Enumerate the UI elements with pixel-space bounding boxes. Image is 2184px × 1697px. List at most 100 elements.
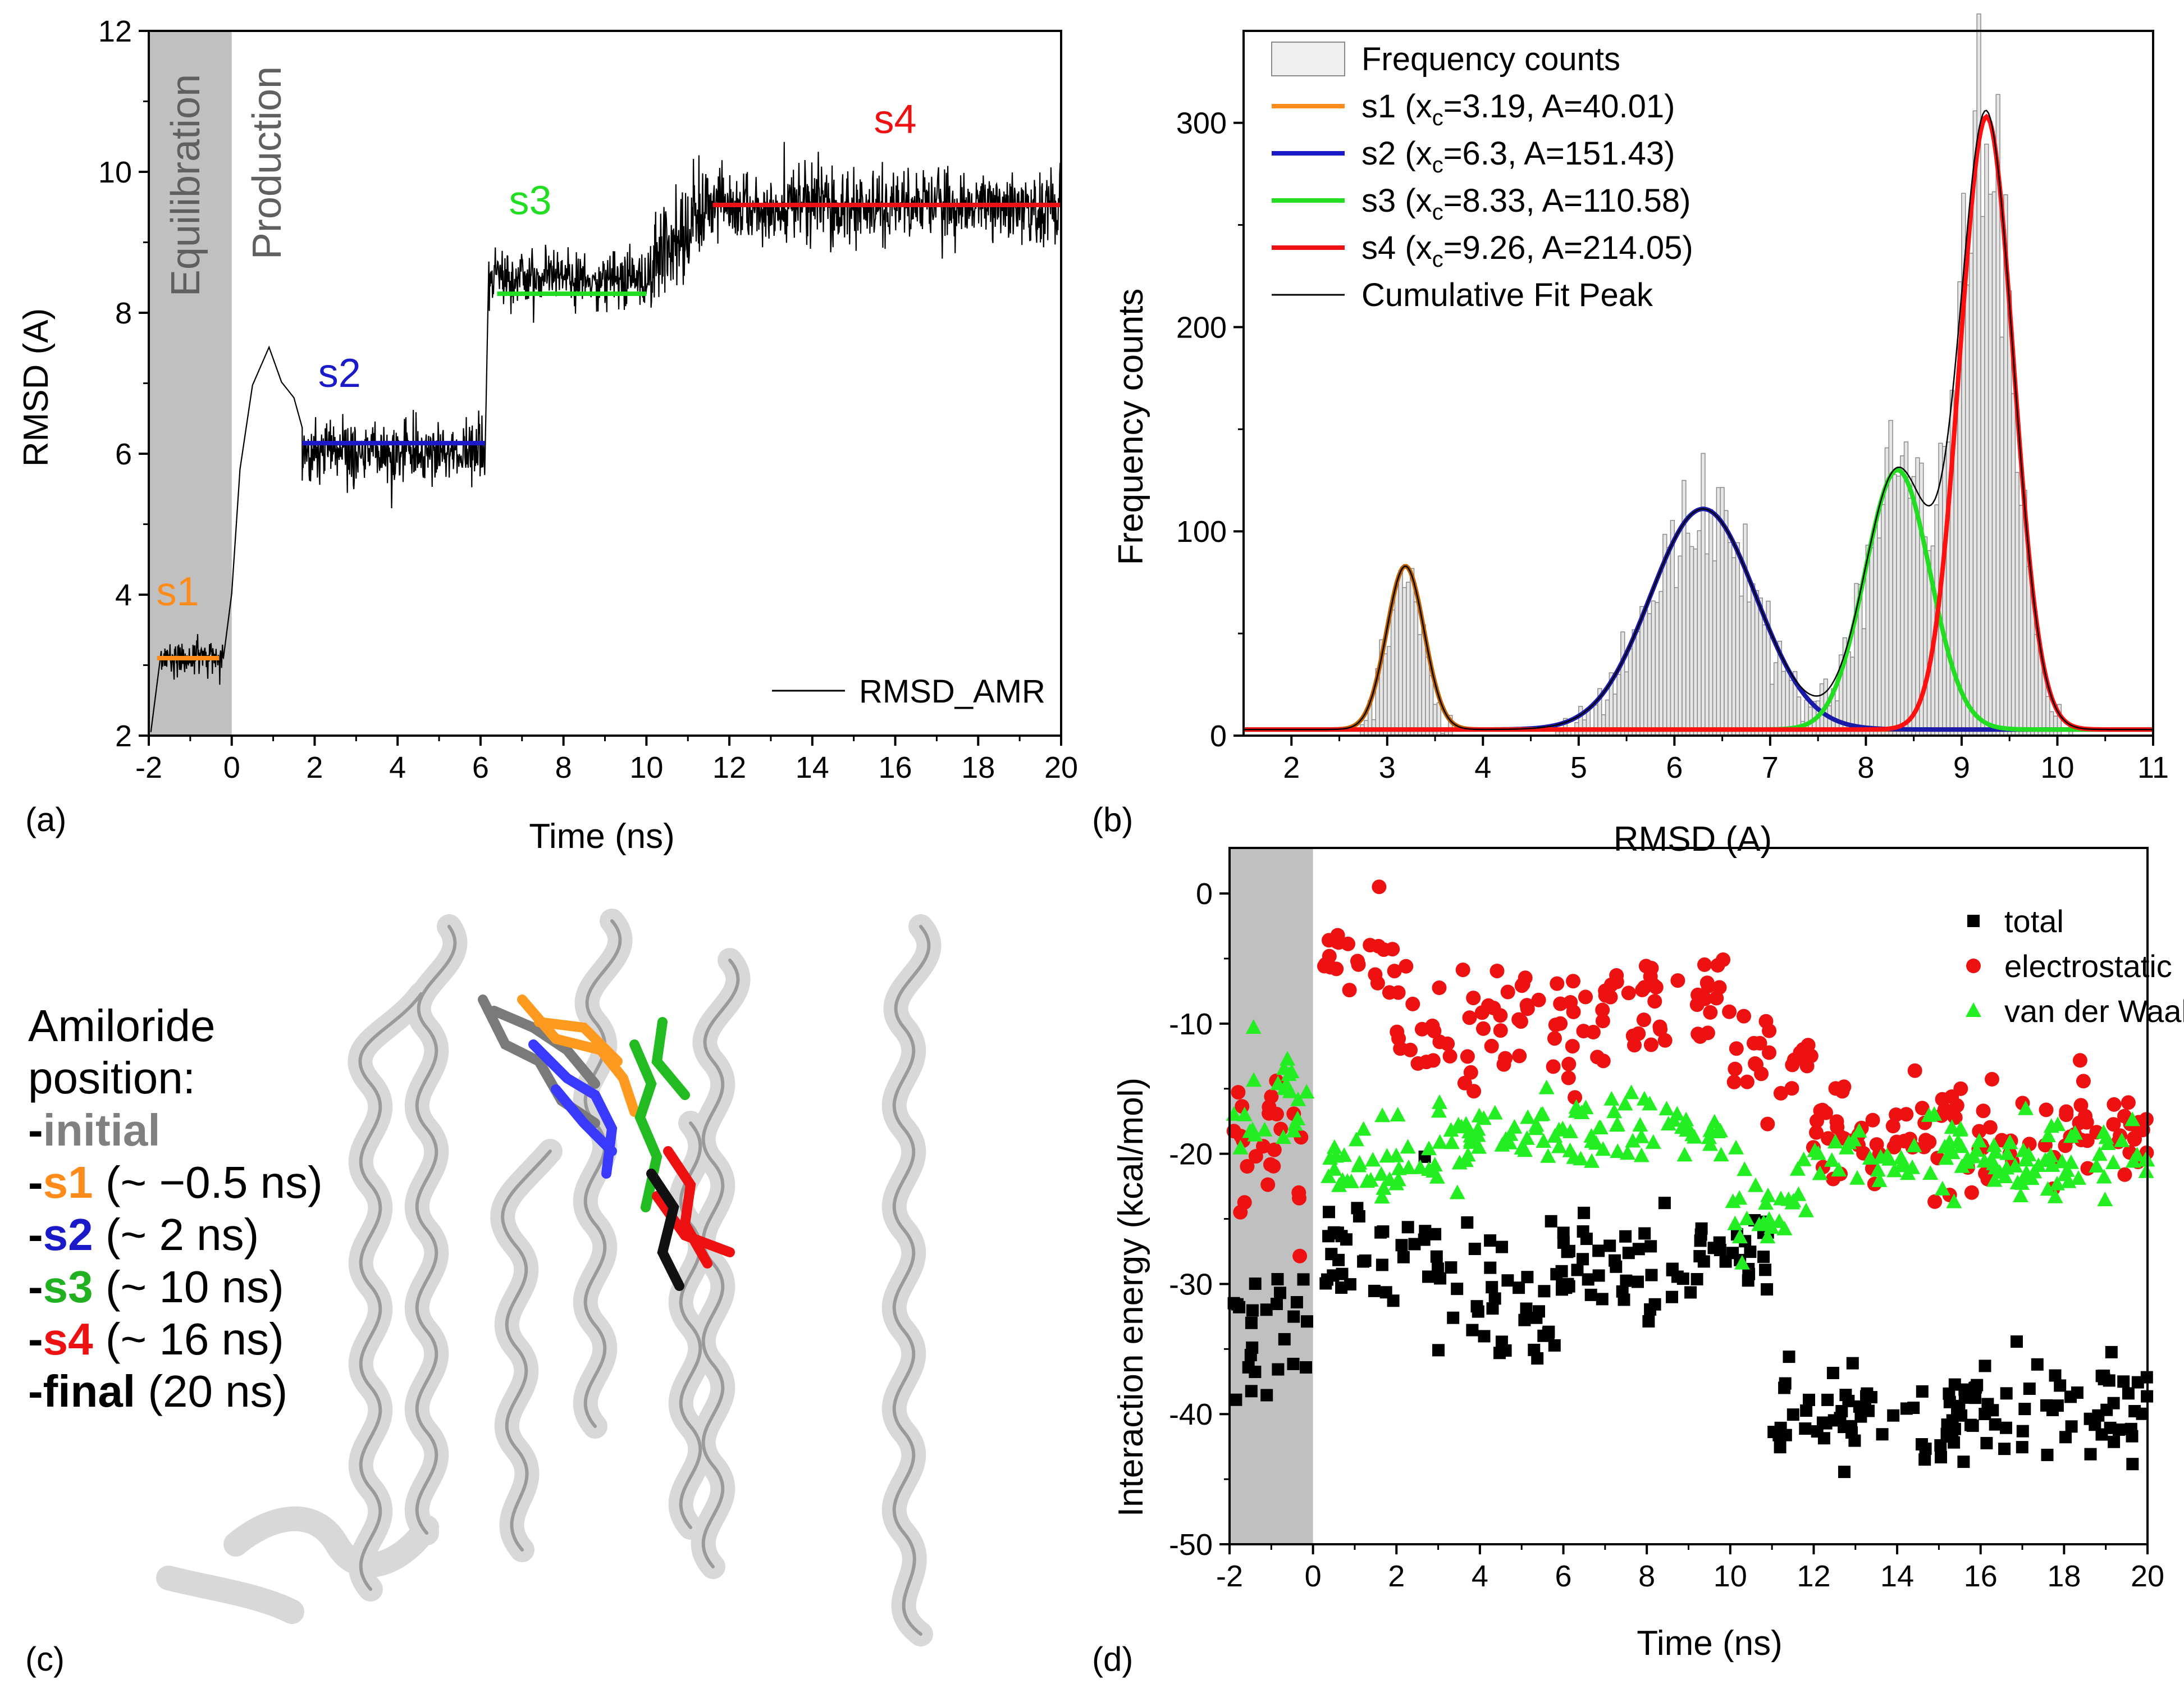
point-electrostatic: [2076, 1074, 2091, 1089]
point-electrostatic: [1637, 980, 1652, 995]
point-van-der-waals: [1454, 1119, 1469, 1134]
point-electrostatic: [1915, 1101, 1930, 1116]
point-total: [1432, 1344, 1445, 1357]
histogram-bar: [1409, 568, 1415, 736]
point-electrostatic: [1709, 991, 1724, 1006]
point-van-der-waals: [1713, 1147, 1729, 1162]
x-tick-label: 8: [1638, 1559, 1655, 1593]
point-electrostatic: [1652, 1019, 1667, 1034]
legend-item-initial: -initial: [28, 1105, 161, 1155]
histogram-bar: [1383, 653, 1388, 736]
histogram-bar: [1869, 547, 1874, 736]
y-tick-label: -20: [1169, 1138, 1213, 1171]
point-total: [1645, 1269, 1658, 1281]
point-electrostatic: [2121, 1095, 2136, 1110]
point-van-der-waals: [2129, 1147, 2145, 1162]
histogram-bar: [1620, 631, 1625, 736]
point-electrostatic: [1368, 967, 1383, 982]
point-total: [1632, 1243, 1645, 1256]
point-total: [2023, 1383, 2036, 1395]
point-electrostatic: [1319, 957, 1335, 973]
x-tick-label: 10: [629, 751, 663, 784]
x-tick-label: -2: [1216, 1559, 1243, 1593]
histogram-bar: [2014, 472, 2019, 736]
point-van-der-waals: [1773, 1190, 1789, 1206]
point-electrostatic: [1595, 1014, 1610, 1029]
point-van-der-waals: [1971, 1133, 1987, 1148]
point-total: [2103, 1374, 2116, 1387]
point-total: [1966, 1419, 1979, 1432]
point-van-der-waals: [1421, 1141, 1437, 1156]
point-total: [2054, 1379, 2067, 1392]
legend-item-s2: -s2 (~ 2 ns): [28, 1210, 259, 1260]
point-van-der-waals: [1633, 1147, 1650, 1162]
point-van-der-waals: [1900, 1165, 1916, 1180]
point-total: [1981, 1398, 1994, 1411]
point-total: [1518, 1313, 1531, 1326]
point-electrostatic: [1391, 1031, 1406, 1046]
point-total: [2018, 1403, 2031, 1416]
point-total: [1432, 1262, 1444, 1275]
point-electrostatic: [1729, 1041, 1744, 1056]
point-electrostatic: [1481, 998, 1496, 1013]
point-total: [1592, 1269, 1605, 1282]
point-total: [1571, 1263, 1584, 1276]
histogram-bar: [1896, 476, 1901, 736]
point-total: [1821, 1393, 1834, 1406]
point-electrostatic: [1907, 1063, 1922, 1078]
point-van-der-waals: [1290, 1110, 1306, 1125]
point-electrostatic: [1233, 1205, 1248, 1220]
y-axis-title: Frequency counts: [1112, 289, 1150, 565]
point-total: [1713, 1236, 1726, 1249]
histogram-bar: [1647, 613, 1652, 736]
point-van-der-waals: [1351, 1157, 1367, 1173]
histogram-bar: [1712, 560, 1717, 736]
y-tick-label: -10: [1169, 1007, 1213, 1041]
point-total: [1260, 1303, 1273, 1316]
point-van-der-waals: [1573, 1151, 1589, 1166]
point-van-der-waals: [1886, 1162, 1903, 1178]
point-electrostatic: [1710, 958, 1725, 973]
x-tick-label: 18: [2047, 1559, 2081, 1593]
point-total: [2000, 1421, 2012, 1434]
point-total: [1422, 1270, 1434, 1283]
point-electrostatic: [1553, 1016, 1568, 1031]
x-tick-label: 12: [712, 751, 746, 784]
point-total: [1287, 1310, 1300, 1323]
x-tick-label: 5: [1570, 751, 1587, 784]
point-electrostatic: [1267, 1142, 1282, 1157]
point-electrostatic: [1489, 964, 1505, 979]
point-total: [1548, 1339, 1561, 1352]
point-electrostatic: [1463, 1065, 1478, 1080]
panel-label-d: (d): [1092, 1640, 1134, 1678]
histogram-bar: [1861, 628, 1867, 736]
point-electrostatic: [1351, 957, 1366, 972]
point-van-der-waals: [1555, 1120, 1571, 1135]
point-van-der-waals: [1952, 1121, 1968, 1137]
histogram-bar: [1980, 216, 1985, 736]
point-total: [1376, 1258, 1388, 1271]
legend-label: van der Waals: [2004, 993, 2184, 1029]
histogram-bar: [1635, 631, 1641, 736]
point-van-der-waals: [1388, 1175, 1404, 1190]
x-tick-label: 4: [389, 751, 406, 784]
histogram-bar: [1708, 509, 1714, 736]
point-van-der-waals: [1365, 1152, 1381, 1167]
point-van-der-waals: [1926, 1106, 1943, 1121]
point-van-der-waals: [1986, 1172, 2003, 1187]
point-van-der-waals: [1533, 1106, 1549, 1121]
point-total: [1495, 1335, 1508, 1348]
histogram-bar: [1873, 524, 1878, 736]
point-total: [1644, 1303, 1657, 1316]
x-axis-title: Time (ns): [1637, 1624, 1782, 1663]
histogram-bar: [1425, 656, 1430, 736]
histogram-bar: [1666, 547, 1671, 736]
point-total: [1779, 1377, 1792, 1390]
point-total: [1620, 1274, 1633, 1287]
point-total: [1838, 1466, 1851, 1479]
point-van-der-waals: [1583, 1128, 1600, 1143]
cumulative-fit-curve: [1244, 110, 2153, 731]
point-van-der-waals: [2124, 1111, 2141, 1126]
state-label-s4: s4: [874, 97, 917, 142]
point-electrostatic: [1576, 1024, 1591, 1039]
